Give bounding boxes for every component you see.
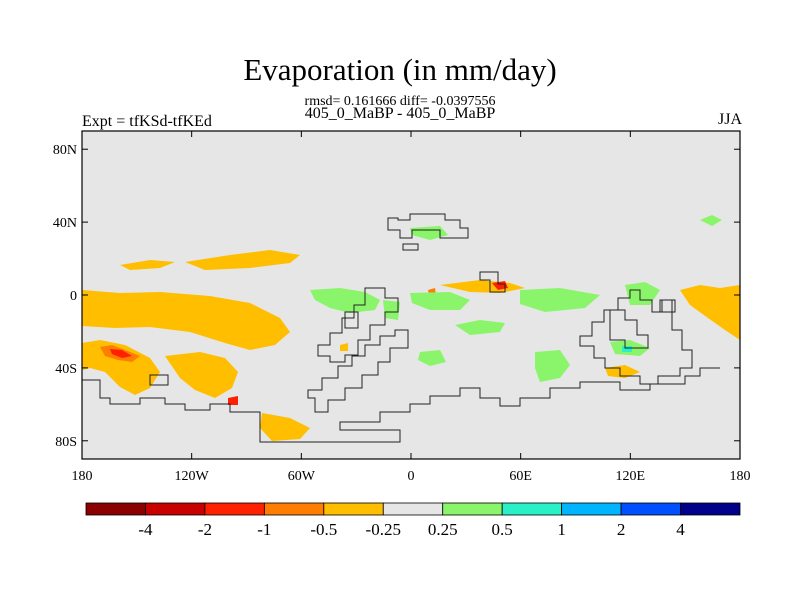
colorbar-label: 0.5 <box>492 520 513 539</box>
north-pacific-negative-1 <box>120 260 175 270</box>
south-pacific-strong <box>110 349 132 358</box>
lon-tick-label: 180 <box>730 469 751 484</box>
coastlines <box>82 213 720 443</box>
sahel-positive <box>410 292 470 310</box>
atlantic-positive <box>310 288 380 313</box>
lon-tick-label: 0 <box>408 469 415 484</box>
colorbar-swatch <box>680 502 741 516</box>
colorbar-label: -1 <box>257 520 271 539</box>
lon-tick-label: 180 <box>72 469 93 484</box>
colorbar-swatch <box>263 502 325 516</box>
season-label: JJA <box>717 111 742 128</box>
colorbar-swatch <box>204 502 265 516</box>
lon-tick-label: 120W <box>175 469 210 484</box>
colorbar-label: 0.25 <box>428 520 458 539</box>
colorbar-label: 1 <box>557 520 566 539</box>
india-positive <box>520 288 600 312</box>
lat-tick-label: 80N <box>53 143 77 158</box>
southern-ocean-negative <box>260 413 310 441</box>
north-pacific-negative-2 <box>185 250 300 270</box>
map-title: Evaporation (in mm/day) <box>243 52 557 87</box>
colorbar-label: -2 <box>198 520 212 539</box>
south-africa-positive <box>418 350 446 366</box>
axis-ticks: 80N 40N 0 40S 80S 180 120W 60W 0 60E 120E 180 <box>53 131 751 484</box>
west-pacific-negative <box>680 285 740 340</box>
indian-ocean-positive <box>535 350 570 382</box>
maritime-positive <box>625 282 660 305</box>
lat-tick-label: 40N <box>53 216 77 231</box>
colorbar-swatch <box>442 502 503 516</box>
rmsd-diff-stats: rmsd= 0.161666 diff= -0.0397556 <box>304 94 496 109</box>
anomaly-shading <box>82 215 740 441</box>
colorbar-label: 2 <box>617 520 626 539</box>
colorbar-swatch <box>561 502 622 516</box>
lon-tick-label: 60W <box>288 469 316 484</box>
lon-tick-label: 120E <box>616 469 646 484</box>
lat-tick-label: 80S <box>55 435 77 450</box>
map-subtitle: 405_0_MaBP - 405_0_MaBP <box>304 105 496 122</box>
nw-pacific-positive <box>700 215 722 226</box>
se-pacific-negative <box>165 352 238 398</box>
colorbar-label: -0.25 <box>366 520 401 539</box>
colorbar-swatch <box>145 502 206 516</box>
gulf-positive <box>383 300 400 320</box>
colorbar-label: 4 <box>676 520 685 539</box>
experiment-label: Expt = tfKSd-tfKEd <box>82 113 212 130</box>
lat-tick-label: 40S <box>55 362 77 377</box>
colorbar-swatch <box>323 502 384 516</box>
east-africa-positive <box>455 320 505 335</box>
pacific-negative-band <box>82 290 290 350</box>
small-negative-1 <box>340 343 348 351</box>
colorbar: -4 -2 -1 -0.5 -0.25 0.25 0.5 1 2 4 <box>85 502 741 539</box>
colorbar-swatch <box>382 502 444 516</box>
lon-tick-label: 60E <box>509 469 532 484</box>
colorbar-swatch <box>501 502 563 516</box>
colorbar-label: -4 <box>138 520 153 539</box>
colorbar-swatch <box>620 502 681 516</box>
australia-strong-positive <box>622 346 632 352</box>
south-pacific-negative <box>82 340 160 395</box>
lat-tick-label: 0 <box>70 289 77 304</box>
colorbar-swatch <box>85 502 146 516</box>
small-negative-3 <box>228 396 238 405</box>
colorbar-label: -0.5 <box>310 520 337 539</box>
arabian-strong <box>492 281 508 290</box>
